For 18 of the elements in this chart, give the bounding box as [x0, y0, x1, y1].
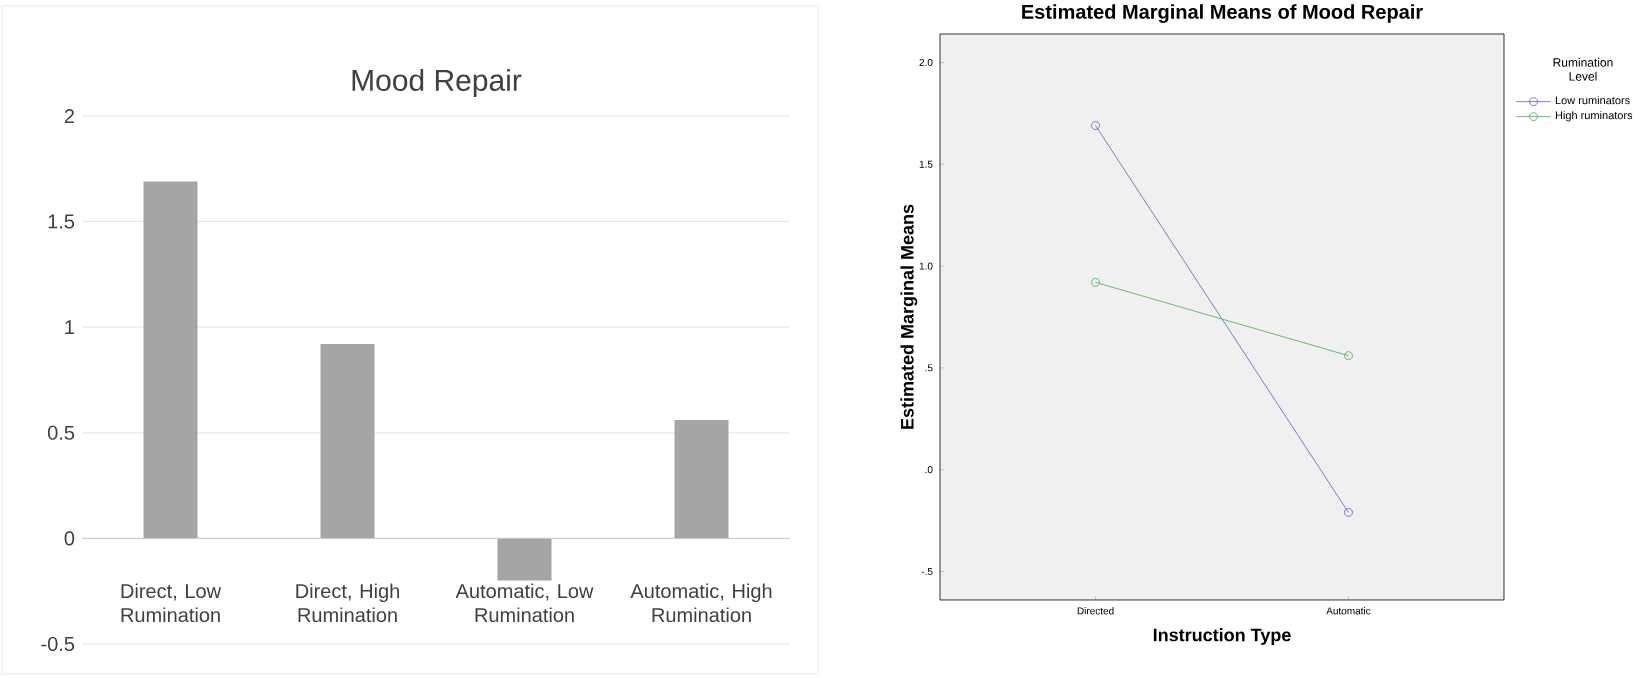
bar	[320, 344, 375, 539]
chart-title: Estimated Marginal Means of Mood Repair	[1022, 4, 1423, 23]
y-tick-label: -0.5	[41, 636, 75, 652]
y-tick-label: 0	[64, 531, 75, 546]
y-tick-label: 2	[64, 109, 74, 123]
x-axis-title: Instruction Type	[1153, 628, 1291, 645]
y-axis-title: Estimated Marginal Means	[900, 204, 918, 429]
x-tick-label: Direct, Low Rumination	[121, 583, 222, 623]
bar	[143, 181, 198, 539]
y-tick-label: 0.5	[47, 425, 75, 440]
x-tick-label: Automatic, High Rumination	[630, 583, 772, 623]
x-tick-label: Direct, High Rumination	[296, 583, 399, 623]
bar	[674, 420, 729, 539]
chart-title: Mood Repair	[352, 68, 522, 97]
x-tick-label: Automatic, Low Rumination	[455, 583, 594, 623]
y-tick-label: 1.5	[48, 214, 75, 229]
y-tick-label: 1	[65, 320, 74, 335]
bar	[497, 538, 552, 581]
